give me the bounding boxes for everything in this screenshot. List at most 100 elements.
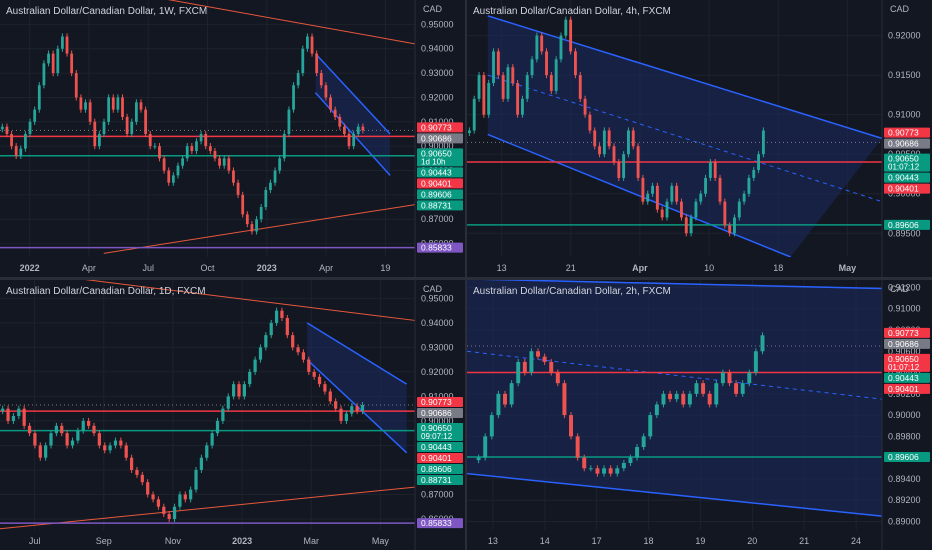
candle bbox=[171, 175, 175, 183]
price-tag-bg bbox=[884, 372, 930, 383]
candle bbox=[681, 393, 686, 405]
time-axis[interactable] bbox=[0, 257, 415, 277]
channel-upper-line[interactable] bbox=[314, 53, 391, 135]
y-tick-label: 0.89800 bbox=[888, 431, 921, 441]
channel-fill bbox=[487, 15, 882, 258]
candle bbox=[213, 151, 217, 159]
chart-panel-four-hour[interactable]: 0.920000.915000.910000.905000.900000.895… bbox=[467, 0, 932, 277]
candle bbox=[733, 217, 736, 234]
candle bbox=[172, 506, 177, 519]
price-tag-bg bbox=[884, 219, 930, 230]
candle bbox=[588, 468, 593, 470]
candle bbox=[575, 436, 580, 458]
candle bbox=[347, 133, 351, 147]
price-tag[interactable]: 0.90686 bbox=[884, 338, 930, 349]
chart-panel-weekly[interactable]: 0.95000 0.94000 0.93000 0.92000 0.91000 0.900… bbox=[0, 0, 465, 277]
candle bbox=[274, 310, 279, 323]
candle bbox=[14, 146, 18, 156]
channel-upper-line[interactable] bbox=[467, 280, 883, 290]
candle bbox=[51, 53, 55, 74]
price-tag[interactable]: 0.90773 bbox=[417, 122, 463, 133]
channel-upper-line[interactable] bbox=[306, 322, 408, 385]
trend-line[interactable] bbox=[103, 204, 416, 254]
price-tag[interactable]: 0.90401 bbox=[417, 452, 463, 463]
price-tag-label: 0.90650 bbox=[421, 423, 452, 433]
chart-svg[interactable]: 0.95000 0.94000 0.93000 0.92000 0.91000 0.900… bbox=[0, 280, 465, 550]
candle bbox=[569, 19, 573, 52]
panel-divider-horizontal[interactable] bbox=[0, 277, 932, 280]
chart-panel-two-hour[interactable]: 0.912000.910000.908000.906000.904000.902… bbox=[467, 280, 932, 550]
chart-svg[interactable]: 0.920000.915000.910000.905000.900000.895… bbox=[467, 0, 932, 277]
trend-line[interactable] bbox=[0, 486, 416, 530]
price-tag[interactable]: 0.90686 bbox=[884, 138, 930, 149]
candle bbox=[17, 408, 21, 417]
price-tag[interactable]: 0.90401 bbox=[884, 383, 930, 394]
candle bbox=[11, 416, 16, 421]
trend-line[interactable] bbox=[0, 280, 416, 321]
price-tag-bg bbox=[417, 189, 463, 200]
channel-mid-line bbox=[487, 74, 883, 203]
x-tick-label: 20 bbox=[747, 536, 757, 546]
candle bbox=[210, 433, 214, 446]
candle bbox=[38, 445, 42, 458]
y-tick-label: 0.95000 bbox=[421, 293, 454, 303]
candle bbox=[130, 121, 134, 134]
channel-lower-line[interactable] bbox=[487, 133, 791, 258]
chart-panel-daily[interactable]: 0.95000 0.94000 0.93000 0.92000 0.91000 0.900… bbox=[0, 280, 465, 550]
trend-line[interactable] bbox=[116, 0, 416, 45]
candle bbox=[559, 35, 563, 60]
channel-lower-line[interactable] bbox=[467, 472, 883, 517]
price-axis[interactable] bbox=[882, 0, 932, 277]
price-tag[interactable]: 0.89606 bbox=[417, 189, 463, 200]
chart-svg[interactable]: 0.95000 0.94000 0.93000 0.92000 0.91000 0.900… bbox=[0, 0, 465, 277]
chart-svg[interactable]: 0.912000.910000.908000.906000.904000.902… bbox=[467, 280, 932, 550]
x-tick-label: Oct bbox=[200, 263, 215, 273]
price-tag-label: 0.90686 bbox=[888, 339, 919, 349]
time-axis[interactable] bbox=[0, 530, 415, 550]
time-axis[interactable] bbox=[467, 257, 882, 277]
candle bbox=[714, 383, 719, 405]
candle bbox=[183, 494, 187, 500]
panel-divider-vertical[interactable] bbox=[465, 0, 467, 550]
price-tag[interactable]: 0.90401 bbox=[417, 178, 463, 189]
price-tag[interactable]: 0.90443 bbox=[417, 167, 463, 178]
price-axis[interactable] bbox=[882, 280, 932, 550]
candle bbox=[259, 207, 263, 220]
candle bbox=[536, 351, 541, 357]
candle bbox=[660, 209, 664, 218]
price-tag[interactable]: 0.89606 bbox=[884, 452, 930, 463]
channel-upper-line[interactable] bbox=[487, 15, 883, 140]
candle bbox=[181, 158, 184, 166]
price-tag-bg bbox=[417, 200, 463, 211]
price-tag[interactable]: 0.89606 bbox=[884, 219, 930, 230]
time-axis[interactable] bbox=[467, 530, 882, 550]
price-tag[interactable]: 0.90773 bbox=[884, 127, 930, 138]
price-tag[interactable]: 0.85833 bbox=[417, 242, 463, 253]
candle bbox=[675, 185, 679, 202]
price-tag[interactable]: 0.90686 bbox=[417, 407, 463, 418]
candle bbox=[236, 182, 240, 195]
price-tag[interactable]: 0.90443 bbox=[884, 172, 930, 183]
price-tag[interactable]: 0.90773 bbox=[884, 327, 930, 338]
price-tag[interactable]: 0.90443 bbox=[417, 441, 463, 452]
candle bbox=[595, 468, 600, 474]
price-tag[interactable]: 0.90686 bbox=[417, 133, 463, 144]
price-tag[interactable]: 0.90401 bbox=[884, 183, 930, 194]
candle bbox=[269, 182, 272, 191]
candle bbox=[258, 347, 263, 360]
candle bbox=[153, 146, 157, 148]
price-tag[interactable]: 0.88731 bbox=[417, 200, 463, 211]
price-tag[interactable]: 0.89606 bbox=[417, 463, 463, 474]
currency-label: CAD bbox=[890, 284, 910, 294]
candle bbox=[516, 83, 520, 115]
price-tag[interactable]: 0.90773 bbox=[417, 396, 463, 407]
y-tick-label: 0.94000 bbox=[421, 318, 454, 328]
price-tag[interactable]: 0.90443 bbox=[884, 372, 930, 383]
price-tag[interactable]: 0.88731 bbox=[417, 474, 463, 485]
chart-title: Australian Dollar/Canadian Dollar, 1W, F… bbox=[6, 6, 207, 17]
price-tag[interactable]: 0.85833 bbox=[417, 518, 463, 529]
